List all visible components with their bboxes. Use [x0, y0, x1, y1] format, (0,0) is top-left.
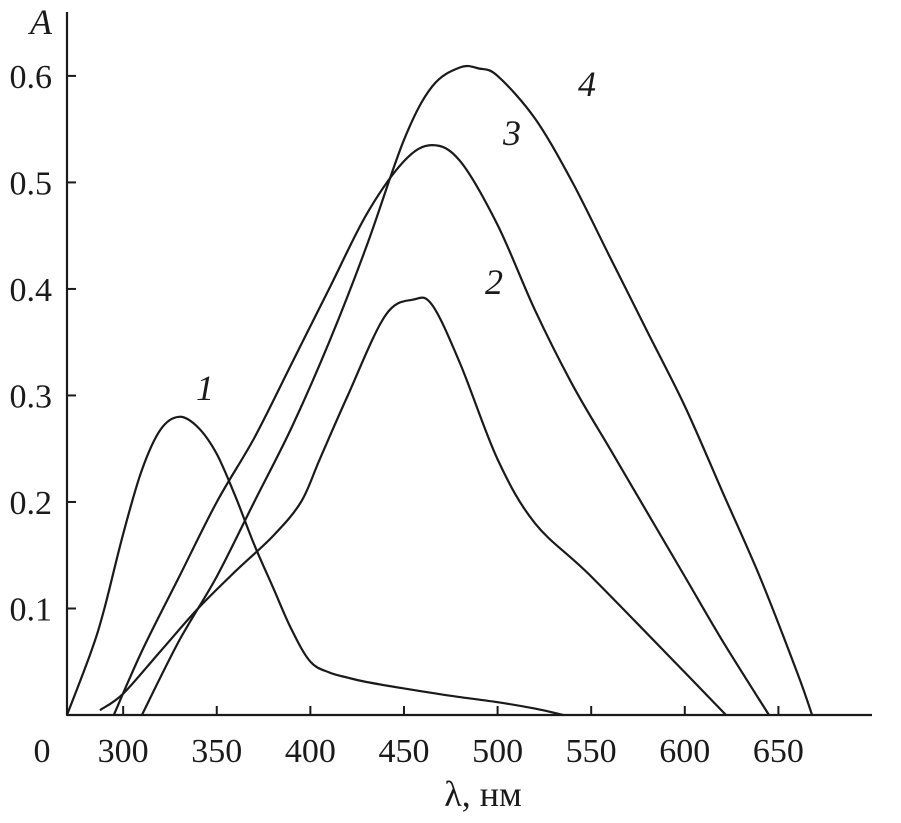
- x-origin-label: 0: [34, 733, 51, 770]
- series-curves: [65, 64, 814, 717]
- x-tick-label: 350: [191, 733, 242, 770]
- y-ticks: 0.1 0.2 0.3 0.4 0.5 0.6: [10, 59, 76, 628]
- series-label-4: 4: [578, 64, 596, 104]
- y-tick-label: 0.1: [10, 591, 53, 628]
- x-tick-label: 550: [566, 733, 617, 770]
- series-curve-3: [112, 144, 771, 717]
- series-label-2: 2: [485, 262, 503, 302]
- y-axis-title: A: [28, 2, 53, 42]
- x-tick-label: 600: [659, 733, 710, 770]
- x-tick-label: 400: [285, 733, 336, 770]
- x-tick-label: 450: [378, 733, 429, 770]
- series-labels: 1 2 3 4: [196, 64, 596, 408]
- series-label-3: 3: [502, 113, 521, 153]
- y-tick-label: 0.2: [10, 485, 53, 522]
- y-tick-label: 0.3: [10, 378, 53, 415]
- x-tick-label: 650: [753, 733, 804, 770]
- x-tick-label: 300: [98, 733, 149, 770]
- series-curve-4: [140, 64, 814, 717]
- series-curve-2: [99, 296, 728, 717]
- series-label-1: 1: [196, 368, 214, 408]
- y-tick-label: 0.5: [10, 165, 53, 202]
- y-tick-label: 0.6: [10, 59, 53, 96]
- x-ticks: 300 350 400 450 500 550 600 650: [98, 706, 804, 770]
- x-axis-title: λ, нм: [444, 774, 522, 814]
- y-tick-label: 0.4: [10, 272, 53, 309]
- axes: [65, 12, 872, 717]
- series-curve-1: [65, 415, 565, 717]
- x-tick-label: 500: [472, 733, 523, 770]
